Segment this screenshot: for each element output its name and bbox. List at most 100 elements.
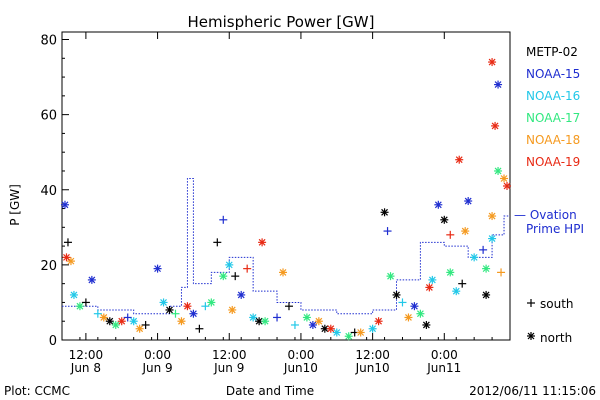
marker-stroke	[381, 208, 388, 216]
plot-credit: Plot: CCMC	[4, 384, 70, 398]
north-point	[404, 313, 413, 322]
north-point	[258, 238, 267, 247]
marker-stroke	[527, 332, 535, 340]
north-point	[75, 302, 84, 311]
south-point	[81, 298, 90, 307]
north-point	[482, 290, 491, 299]
y-tick-label: 40	[40, 184, 57, 199]
legend-entry: NOAA-16	[526, 89, 580, 103]
legend: METP-02 NOAA-15 NOAA-16 NOAA-17 NOAA-18 NOAA-…	[514, 45, 584, 345]
north-point	[491, 121, 500, 130]
north-point	[380, 208, 389, 217]
ovation-prime-line	[62, 177, 510, 315]
legend-entry: NOAA-18	[526, 133, 580, 147]
marker-stroke	[67, 257, 75, 265]
marker-stroke	[369, 325, 377, 333]
north-point	[392, 290, 401, 299]
data-points	[60, 58, 512, 341]
marker-stroke	[425, 283, 433, 291]
north-point	[165, 305, 174, 314]
marker-stroke	[503, 182, 511, 190]
x-tick-label-date: Jun 9	[213, 361, 244, 375]
y-tick-label: 20	[40, 259, 57, 274]
north-point	[87, 275, 96, 284]
marker-stroke	[500, 175, 508, 182]
marker-stroke	[387, 272, 394, 280]
marker-stroke	[309, 321, 317, 329]
series-noaa-15	[60, 80, 503, 329]
marker-stroke	[321, 325, 329, 333]
marker-stroke	[106, 317, 114, 325]
south-point	[273, 313, 282, 322]
legend-south-label: south	[540, 297, 574, 311]
north-point	[428, 275, 437, 284]
north-point	[129, 317, 138, 326]
marker-stroke	[279, 268, 287, 276]
north-point	[261, 317, 270, 326]
x-tick-label-date: Jun 9	[141, 361, 172, 375]
marker-stroke	[258, 238, 266, 246]
south-point	[63, 238, 72, 247]
marker-stroke	[393, 291, 400, 299]
south-point	[219, 215, 228, 224]
x-tick-label-date: Jun10	[355, 361, 390, 375]
marker-stroke	[100, 314, 108, 321]
x-tick-label-time: 12:00	[212, 348, 247, 362]
north-point	[425, 283, 434, 292]
marker-stroke	[219, 272, 227, 280]
legend-entry: METP-02	[526, 45, 578, 59]
legend-south-symbol	[527, 299, 535, 307]
north-point	[117, 317, 126, 326]
north-point	[488, 234, 497, 243]
north-point	[386, 272, 395, 281]
marker-stroke	[228, 306, 236, 314]
marker-stroke	[482, 265, 490, 273]
marker-stroke	[491, 122, 499, 130]
series-noaa-19	[62, 58, 512, 333]
south-point	[458, 279, 467, 288]
marker-stroke	[488, 58, 496, 66]
north-point	[494, 166, 503, 175]
marker-stroke	[482, 291, 490, 299]
marker-stroke	[470, 253, 478, 261]
marker-stroke	[333, 329, 341, 336]
north-point	[488, 212, 497, 221]
north-point	[62, 253, 71, 262]
north-point	[135, 324, 144, 333]
marker-stroke	[452, 287, 460, 295]
x-tick-label-date: Jun11	[426, 361, 461, 375]
x-tick-label-time: 0:00	[287, 348, 314, 362]
north-point	[446, 268, 455, 277]
north-point	[249, 313, 258, 322]
marker-stroke	[154, 265, 161, 273]
legend-entry: NOAA-15	[526, 67, 580, 81]
marker-stroke	[422, 321, 430, 329]
north-point	[177, 317, 186, 326]
marker-stroke	[315, 317, 323, 325]
south-point	[479, 245, 488, 254]
north-point	[237, 290, 246, 299]
north-point	[302, 313, 311, 322]
marker-stroke	[70, 291, 78, 299]
north-point	[332, 328, 341, 337]
series-noaa-16	[69, 234, 497, 337]
north-point	[228, 305, 237, 314]
south-point	[201, 302, 210, 311]
y-tick-label: 60	[40, 109, 57, 124]
marker-stroke	[61, 201, 69, 209]
legend-ovation-line2: Prime HPI	[526, 222, 584, 236]
north-point	[111, 320, 120, 329]
south-point	[243, 264, 252, 273]
south-point	[93, 309, 102, 318]
north-point	[308, 320, 317, 329]
marker-stroke	[261, 317, 269, 325]
legend-north-label: north	[540, 331, 572, 345]
south-point	[141, 320, 150, 329]
marker-stroke	[375, 317, 383, 325]
series-metp-02	[63, 208, 491, 337]
marker-stroke	[118, 317, 126, 325]
north-point	[455, 155, 464, 164]
north-point	[434, 200, 443, 209]
north-point	[422, 320, 431, 329]
